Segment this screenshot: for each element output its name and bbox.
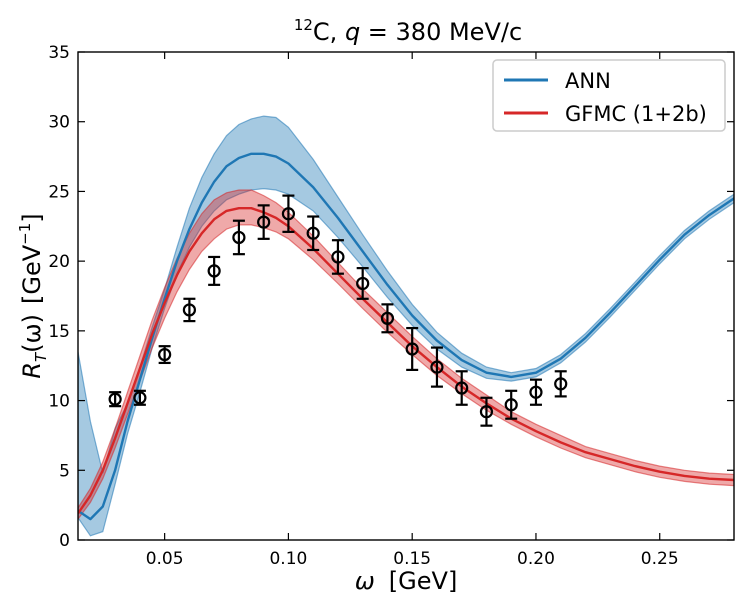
data-points [108, 194, 568, 427]
data-point [479, 405, 494, 419]
x-tick-label: 0.10 [269, 549, 307, 569]
data-point [554, 377, 568, 391]
data-point [133, 391, 147, 405]
data-point [405, 342, 419, 356]
data-point [306, 226, 320, 240]
y-tick-label: 10 [48, 392, 70, 412]
x-axis-unit: [GeV] [389, 567, 458, 595]
data-point [182, 303, 196, 317]
legend-ann-label: ANN [565, 69, 611, 93]
title-value: = 380 MeV/c [360, 18, 522, 46]
y-axis-variable: R [18, 362, 46, 379]
data-point [108, 392, 122, 406]
y-tick-label: 30 [48, 113, 70, 133]
ann-line [78, 152, 734, 521]
data-point [331, 250, 345, 264]
legend: ANN GFMC (1+2b) [492, 59, 726, 132]
y-tick-label: 15 [48, 322, 70, 342]
confidence-bands [78, 115, 734, 537]
y-axis-unit-close: ] [18, 213, 46, 222]
data-point [281, 207, 296, 221]
legend-box [492, 59, 726, 132]
title-element: C, [313, 18, 345, 46]
data-point [207, 264, 221, 278]
y-tick-label: 5 [59, 461, 70, 481]
x-tick-label: 0.05 [146, 549, 184, 569]
data-point [380, 311, 395, 325]
gfmc-band [78, 189, 734, 521]
data-point [529, 385, 543, 399]
data-point [504, 398, 518, 412]
y-axis-label: RT(ω) [GeV−1] [16, 213, 50, 378]
data-point [257, 215, 271, 229]
x-tick-label: 0.25 [641, 549, 679, 569]
title-variable: q [345, 18, 360, 46]
data-point [232, 230, 246, 245]
ann-band [78, 115, 734, 537]
y-axis-exponent: −1 [16, 223, 34, 245]
data-point [430, 360, 444, 374]
x-tick-label: 0.15 [393, 549, 431, 569]
x-tick-label: 0.20 [517, 549, 555, 569]
y-axis-unit: [GeV [18, 244, 46, 304]
y-tick-label: 35 [48, 43, 70, 63]
axis-tick-labels: 0.05 0.10 0.15 0.20 0.25 0 5 10 15 20 25 30 35 [48, 43, 678, 569]
plot-frame [77, 51, 735, 541]
y-tick-label: 0 [59, 531, 70, 551]
data-point [356, 276, 370, 291]
gfmc-line [78, 206, 734, 515]
data-point [455, 381, 469, 395]
data-point [158, 347, 172, 362]
chart-title: 12C, q = 380 MeV/c [294, 16, 522, 46]
y-axis-argument: (ω) [18, 314, 46, 353]
series-lines [78, 152, 734, 521]
y-tick-label: 25 [48, 182, 70, 202]
axis-ticks [78, 51, 734, 541]
title-superscript: 12 [294, 16, 313, 34]
legend-gfmc-label: GFMC (1+2b) [565, 102, 707, 126]
y-axis-subscript: T [32, 351, 50, 362]
x-axis-label: ω [GeV] [355, 567, 458, 595]
y-tick-label: 20 [48, 252, 70, 272]
x-axis-variable: ω [355, 567, 375, 595]
